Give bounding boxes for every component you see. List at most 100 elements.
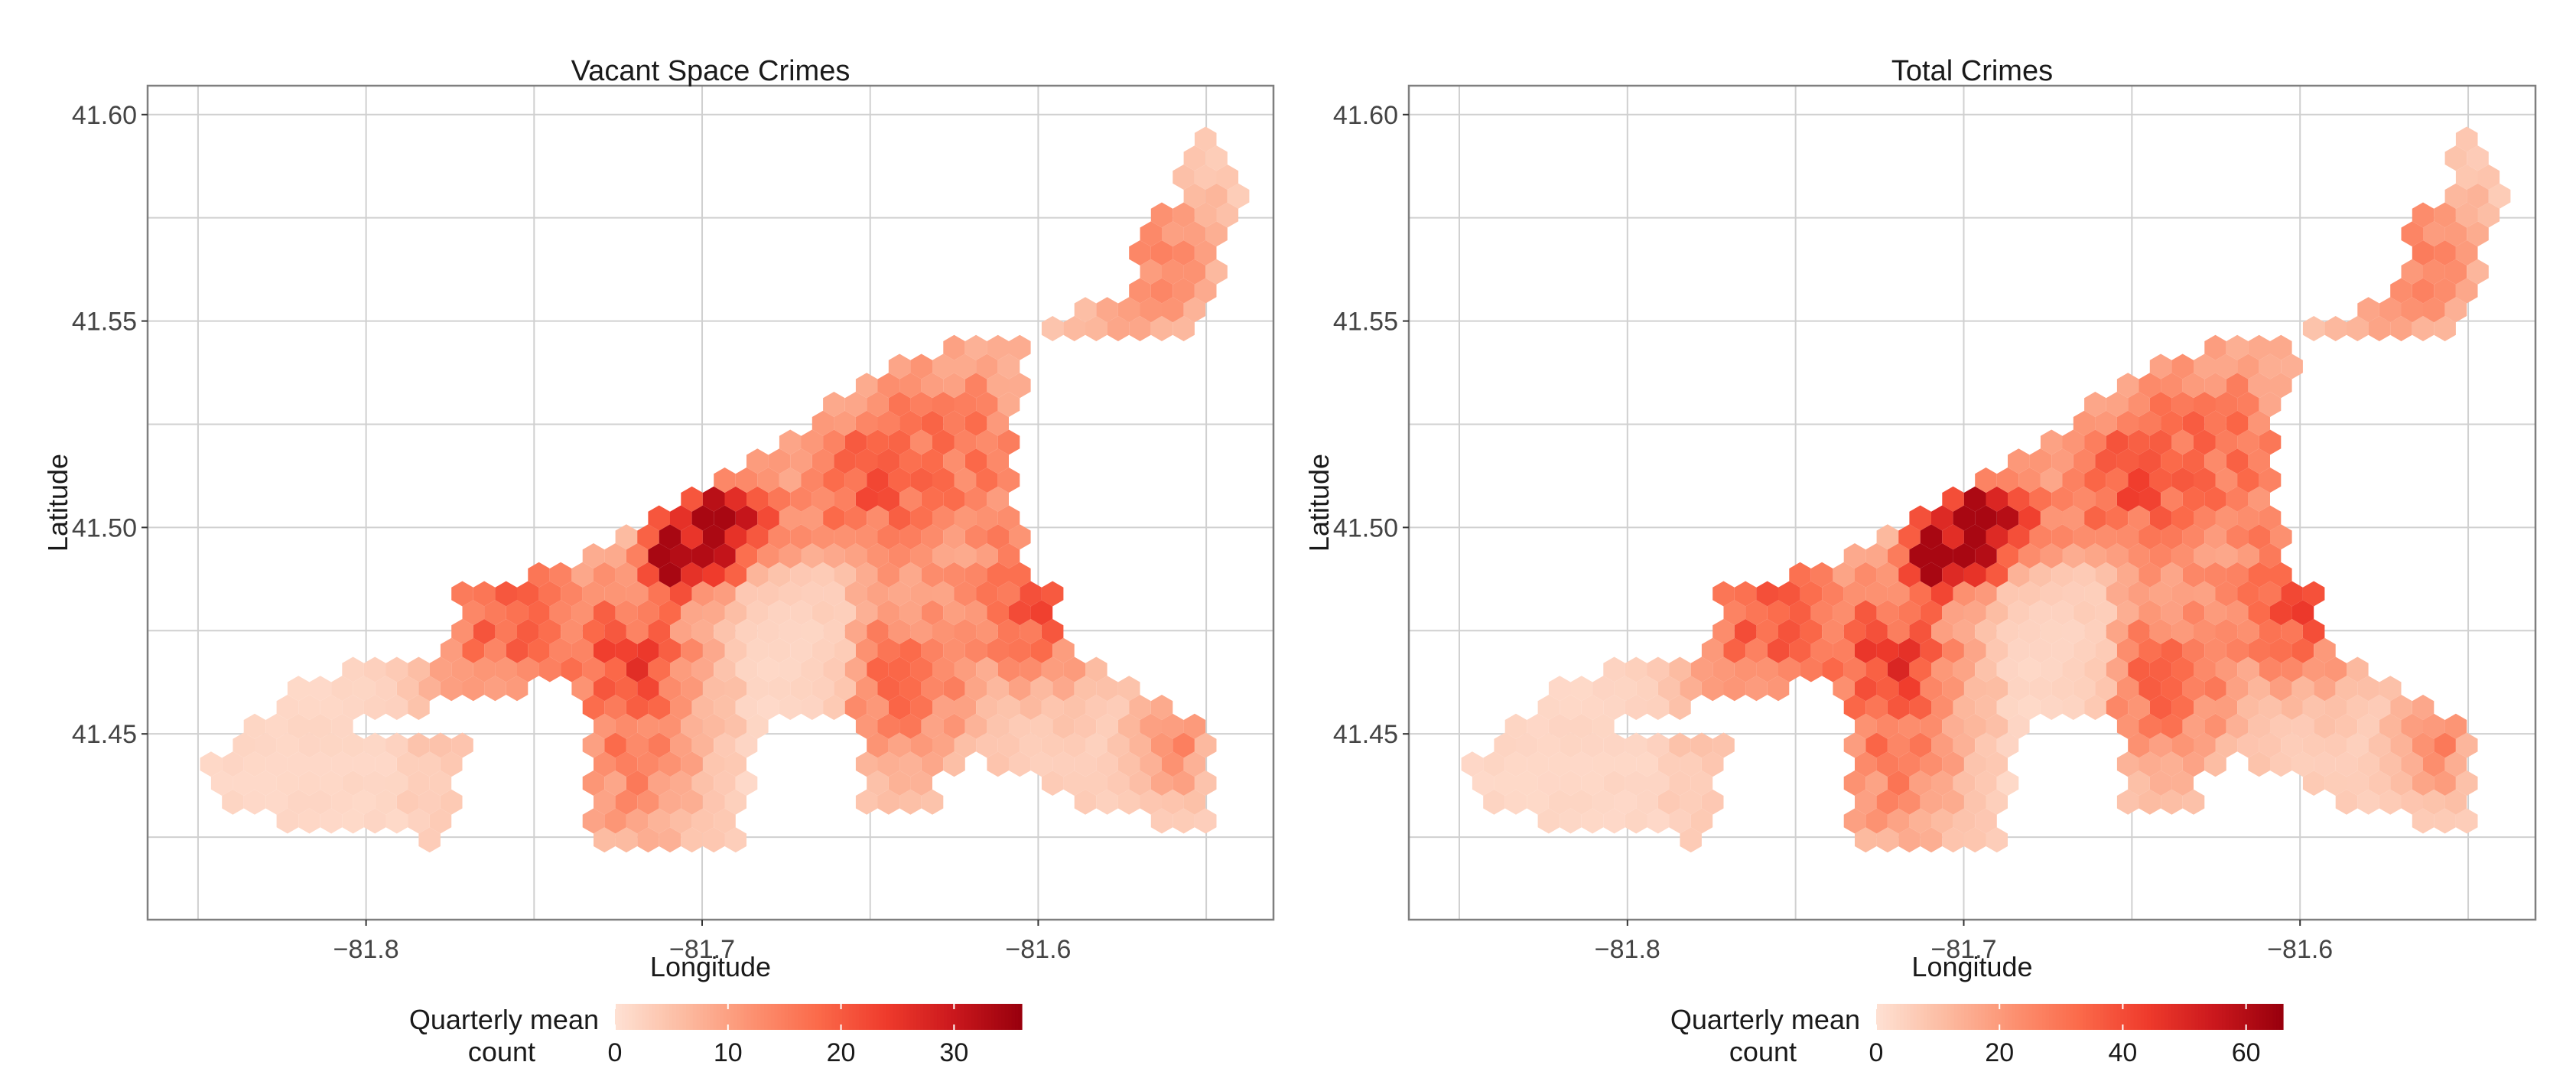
hexbin-cell <box>1931 543 1953 568</box>
legend-color-step <box>2031 1004 2036 1030</box>
hexbin-cell <box>691 770 714 796</box>
hexbin-cell <box>1560 808 1582 834</box>
hexbin-cell <box>691 505 714 531</box>
hexbin-cell <box>1843 770 1866 796</box>
legend-color-step <box>2093 1004 2097 1030</box>
legend-color-step <box>1015 1004 1020 1030</box>
hexbin-cell <box>2073 600 2096 626</box>
hexbin-cell <box>2161 524 2183 550</box>
hexbin-cell <box>2029 448 2052 474</box>
hexbin-cell <box>1876 789 1899 815</box>
hexbin-cell <box>910 770 932 796</box>
hexbin-cell <box>1592 789 1615 815</box>
hexbin-cell <box>2149 467 2172 493</box>
legend-color-step <box>2106 1004 2111 1030</box>
hexbin-cell <box>2215 619 2238 644</box>
hexbin-cell <box>1570 789 1593 815</box>
hexbin-cell <box>877 751 900 777</box>
hexbin-cell <box>1063 656 1085 682</box>
hexbin-cell <box>604 543 626 568</box>
legend-color-step <box>652 1004 656 1030</box>
hexbin-cell <box>1963 713 1986 739</box>
hexbin-cell <box>2029 524 2052 550</box>
hexbin-cell <box>2434 202 2456 228</box>
hexbin-cell <box>1085 695 1107 720</box>
legend-color-step <box>692 1004 697 1030</box>
hexbin-cell <box>1527 789 1549 815</box>
hexbin-cell <box>1194 808 1217 834</box>
hexbin-cell <box>298 732 320 758</box>
hexbin-cell <box>615 600 638 626</box>
hexbin-cell <box>2281 656 2303 682</box>
y-tick-label: 41.45 <box>72 720 137 749</box>
legend-color-step <box>618 1004 623 1030</box>
hexbin-cell <box>2314 637 2336 663</box>
legend-color-step <box>2100 1004 2104 1030</box>
hexbin-cell <box>1953 656 1976 682</box>
hexbin-cell <box>2149 770 2172 796</box>
hexbin-cell <box>2368 316 2391 341</box>
hexbin-cell <box>1909 505 1931 531</box>
hexbin-cell <box>1975 543 1997 568</box>
legend-colorbar <box>1876 1004 2284 1030</box>
hexbin-cell <box>1975 619 1997 644</box>
hexbin-cell <box>1887 656 1910 682</box>
hexbin-cell <box>2270 676 2292 702</box>
hexbin-cell <box>921 373 944 399</box>
hexbin-cell <box>932 392 955 417</box>
hexbin-cell <box>2095 486 2117 512</box>
hexbin-cell <box>2139 751 2161 777</box>
hexbin-cell <box>1909 543 1931 568</box>
hexbin-cell <box>899 751 922 777</box>
hexbin-cell <box>1756 656 1778 682</box>
hexbin-cell <box>681 524 703 550</box>
hexbin-cell <box>1986 637 2008 663</box>
hexbin-cell <box>877 789 900 815</box>
hexbin-cell <box>2116 486 2139 512</box>
legend-color-step <box>746 1004 751 1030</box>
legend-colorbar <box>615 1004 1023 1030</box>
hexbin-cell <box>735 732 758 758</box>
hexbin-cell <box>2139 637 2161 663</box>
hexbin-cell <box>714 770 736 796</box>
hexbin-cell <box>1810 637 1833 663</box>
legend-color-step <box>954 1004 958 1030</box>
hexbin-cell <box>823 581 845 607</box>
hexbin-cell <box>2106 467 2129 493</box>
hexbin-cell <box>451 656 473 682</box>
legend-color-step <box>791 1004 795 1030</box>
hexbin-cell <box>2357 789 2379 815</box>
hexbin-cell <box>1516 770 1538 796</box>
hexbin-cell <box>976 353 998 379</box>
hexbin-cell <box>724 600 746 626</box>
hexbin-cell <box>2095 410 2117 436</box>
hexbin-cell <box>517 656 539 682</box>
hexbin-cell <box>2270 751 2292 777</box>
legend-color-step <box>1953 1004 1958 1030</box>
hexbin-cell <box>702 486 725 512</box>
hexbin-cell <box>834 448 856 474</box>
hexbin-cell <box>2084 429 2106 455</box>
hexbin-cell <box>1117 297 1140 323</box>
hexbin-cell <box>648 505 670 531</box>
y-tick-label: 41.60 <box>1333 101 1398 130</box>
hexbin-cell <box>1833 637 1855 663</box>
hexbin-cell <box>2215 429 2238 455</box>
hexbin-cell <box>637 713 659 739</box>
hexbin-cell <box>2116 713 2139 739</box>
hexbin-cell <box>1614 751 1637 777</box>
hexbin-cell <box>1162 297 1184 323</box>
hexbin-cell <box>309 789 332 815</box>
hexbin-cell <box>2357 676 2379 702</box>
legend-color-step <box>706 1004 711 1030</box>
hexbin-cell <box>855 373 878 399</box>
hexbin-cell <box>997 732 1020 758</box>
hexbin-cell <box>353 751 376 777</box>
hexbin-cell <box>691 543 714 568</box>
hexbin-cell <box>1963 524 1986 550</box>
hexbin-cell <box>2194 656 2216 682</box>
panel-vacant-space-crimes: Vacant Space Crimes −81.8 −81.7 −81.6 41.4… <box>42 55 1275 1067</box>
hexbin-cell <box>1537 695 1560 720</box>
hexbin-cell <box>2226 562 2249 588</box>
hexbin-cell <box>1129 278 1151 304</box>
